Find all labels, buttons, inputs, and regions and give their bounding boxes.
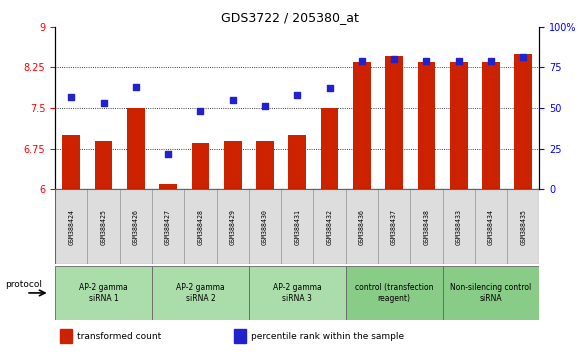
Point xyxy=(325,86,334,91)
Text: GSM388425: GSM388425 xyxy=(100,209,107,245)
Bar xyxy=(410,189,443,264)
Bar xyxy=(191,143,209,189)
Point xyxy=(260,103,270,109)
Bar xyxy=(152,189,184,264)
Bar xyxy=(353,62,371,189)
Bar xyxy=(160,184,177,189)
Bar xyxy=(482,62,500,189)
Bar xyxy=(378,189,410,264)
Point xyxy=(292,92,302,98)
Bar xyxy=(127,108,144,189)
Bar xyxy=(216,189,249,264)
Bar xyxy=(443,266,539,320)
Bar xyxy=(88,189,119,264)
Point xyxy=(389,56,398,62)
Point xyxy=(67,94,76,99)
Bar xyxy=(281,189,313,264)
Point xyxy=(131,84,140,90)
Bar xyxy=(288,135,306,189)
Bar xyxy=(475,189,507,264)
Text: Non-silencing control
siRNA: Non-silencing control siRNA xyxy=(450,283,532,303)
Text: GSM388427: GSM388427 xyxy=(165,209,171,245)
Bar xyxy=(346,266,443,320)
Text: GSM388436: GSM388436 xyxy=(359,209,365,245)
Bar xyxy=(443,189,475,264)
Bar xyxy=(95,141,113,189)
Text: protocol: protocol xyxy=(5,280,42,289)
Bar xyxy=(55,189,88,264)
Text: GSM388431: GSM388431 xyxy=(294,209,300,245)
Bar xyxy=(385,56,403,189)
Bar xyxy=(63,135,80,189)
Bar xyxy=(313,189,346,264)
Bar xyxy=(119,189,152,264)
Text: GSM388437: GSM388437 xyxy=(391,209,397,245)
Text: GSM388430: GSM388430 xyxy=(262,209,268,245)
Point xyxy=(422,58,431,64)
Point xyxy=(357,58,367,64)
Bar xyxy=(418,62,435,189)
Bar xyxy=(507,189,539,264)
Bar xyxy=(450,62,467,189)
Bar xyxy=(514,54,532,189)
Text: AP-2 gamma
siRNA 1: AP-2 gamma siRNA 1 xyxy=(79,283,128,303)
Text: transformed count: transformed count xyxy=(77,332,161,341)
Bar xyxy=(224,141,241,189)
Text: AP-2 gamma
siRNA 2: AP-2 gamma siRNA 2 xyxy=(176,283,225,303)
Bar xyxy=(55,266,152,320)
Bar xyxy=(152,266,249,320)
Bar xyxy=(60,329,72,343)
Text: GSM388432: GSM388432 xyxy=(327,209,332,245)
Point xyxy=(486,58,495,64)
Bar xyxy=(321,108,338,189)
Point xyxy=(454,58,463,64)
Bar xyxy=(234,329,246,343)
Bar xyxy=(346,189,378,264)
Text: GSM388424: GSM388424 xyxy=(68,209,74,245)
Text: GSM388426: GSM388426 xyxy=(133,209,139,245)
Point xyxy=(519,55,528,60)
Text: GSM388429: GSM388429 xyxy=(230,209,235,245)
Text: GSM388438: GSM388438 xyxy=(423,209,429,245)
Bar xyxy=(249,266,346,320)
Bar xyxy=(184,189,216,264)
Text: AP-2 gamma
siRNA 3: AP-2 gamma siRNA 3 xyxy=(273,283,322,303)
Point xyxy=(195,108,205,114)
Point xyxy=(228,97,237,103)
Bar xyxy=(256,141,274,189)
Text: GSM388428: GSM388428 xyxy=(197,209,204,245)
Text: GSM388434: GSM388434 xyxy=(488,209,494,245)
Bar xyxy=(249,189,281,264)
Point xyxy=(164,151,173,156)
Point xyxy=(99,100,108,106)
Text: GSM388433: GSM388433 xyxy=(456,209,462,245)
Text: GSM388435: GSM388435 xyxy=(520,209,526,245)
Text: control (transfection
reagent): control (transfection reagent) xyxy=(355,283,433,303)
Text: GDS3722 / 205380_at: GDS3722 / 205380_at xyxy=(221,11,359,24)
Text: percentile rank within the sample: percentile rank within the sample xyxy=(251,332,404,341)
